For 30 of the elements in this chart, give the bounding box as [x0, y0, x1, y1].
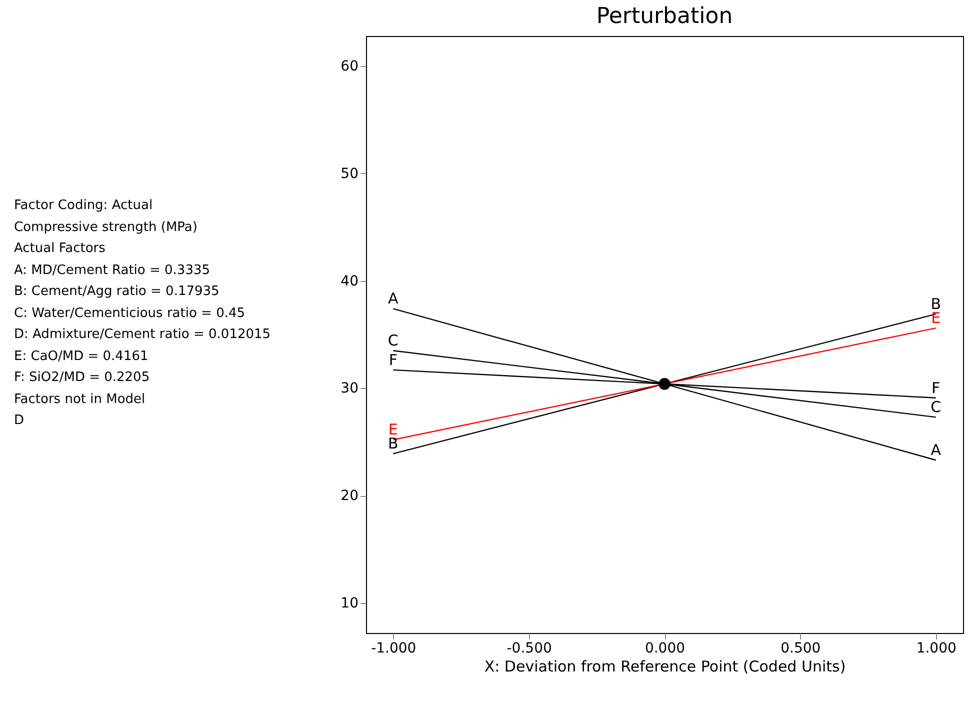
y-tick-label: 60 — [340, 58, 358, 75]
text: Factor Coding: Actual — [14, 197, 154, 215]
series-label: A — [930, 441, 942, 460]
y-tick-label: 30 — [340, 380, 358, 397]
text: B: Cement/Agg ratio = 0.17935 — [14, 283, 220, 301]
x-tick-label: -0.500 — [506, 640, 552, 656]
text: E: CaO/MD = 0.4161 — [14, 348, 150, 366]
text: Actual Factors — [14, 240, 106, 258]
y-tick-label: 40 — [340, 273, 358, 290]
text: D: Admixture/Cement ratio = 0.012015 — [14, 326, 272, 344]
x-tick-label: 0.500 — [780, 640, 821, 656]
x-tick-label: -1.000 — [371, 640, 416, 656]
x-tick-label: 1.000 — [916, 640, 956, 656]
text: A: MD/Cement Ratio = 0.3335 — [14, 262, 212, 280]
text: C — [388, 332, 398, 350]
text: Compressive strength (MPa) — [14, 218, 198, 236]
x-tick-label: 0.000 — [644, 640, 686, 656]
y-tick-label: 20 — [340, 488, 358, 504]
x-axis-title: X: Deviation from Reference Point (Coded Units) — [484, 658, 846, 676]
series-label: C — [930, 398, 942, 416]
text: A — [388, 290, 398, 308]
text: D — [14, 412, 26, 430]
y-tick-label: 50 — [340, 166, 358, 182]
text: C: Water/Cementicious ratio = 0.45 — [14, 304, 246, 322]
text: F: SiO2/MD = 0.2205 — [14, 369, 151, 387]
y-tick-label: 10 — [340, 595, 358, 612]
text: Factors not in Model — [14, 390, 146, 408]
text: F — [388, 350, 398, 369]
series-label: F — [932, 378, 940, 397]
chart-title: Perturbation — [596, 4, 733, 29]
